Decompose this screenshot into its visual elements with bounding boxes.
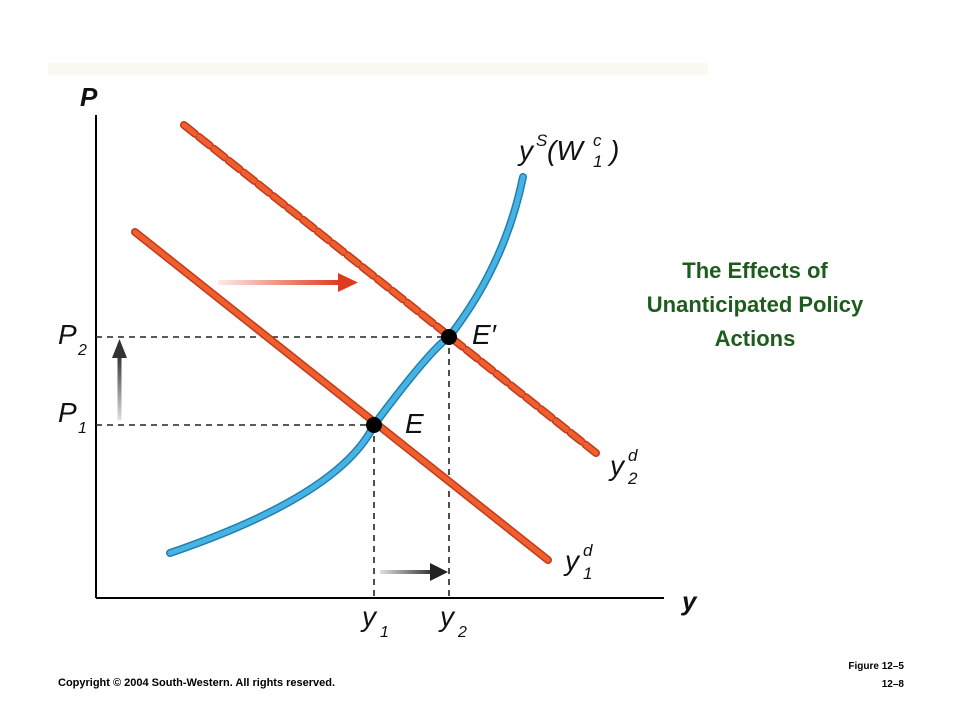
- supply-curve: [167, 174, 526, 556]
- svg-text:2: 2: [627, 469, 638, 488]
- title-line-1: The Effects of: [682, 258, 828, 283]
- figure-number: Figure 12–5: [848, 661, 904, 672]
- svg-text:S: S: [536, 131, 548, 150]
- svg-text:P: P: [58, 397, 77, 428]
- svg-text:y: y: [438, 601, 456, 632]
- supply-label: y S (W c 1 ): [517, 131, 619, 171]
- svg-text:P: P: [58, 319, 77, 350]
- svg-text:d: d: [583, 541, 593, 560]
- svg-text:2: 2: [457, 624, 467, 641]
- svg-text:y: y: [517, 135, 535, 166]
- p1-label: P 1: [58, 397, 87, 437]
- equilibrium-e-prime-point: [441, 329, 457, 345]
- svg-text:1: 1: [583, 564, 592, 583]
- copyright-notice: Copyright © 2004 South-Western. All righ…: [58, 677, 336, 689]
- guide-lines: [96, 336, 450, 598]
- output-rise-arrow: [380, 563, 448, 581]
- svg-text:(W: (W: [547, 135, 585, 166]
- svg-text:1: 1: [593, 152, 602, 171]
- demand-curve-1: [132, 229, 551, 563]
- title-line-3: Actions: [714, 326, 796, 351]
- x-axis-label: y: [680, 586, 698, 616]
- svg-text:c: c: [593, 131, 602, 150]
- svg-text:1: 1: [78, 420, 87, 437]
- top-band: [48, 63, 708, 75]
- figure-reference: Figure 12–5 12–8: [848, 658, 904, 694]
- page-number: 12–8: [881, 679, 904, 690]
- y2-label: y 2: [438, 601, 467, 641]
- demand-curve-2: [181, 122, 599, 456]
- svg-text:y: y: [360, 601, 378, 632]
- svg-text:2: 2: [77, 342, 87, 359]
- title-line-2: Unanticipated Policy: [646, 292, 864, 317]
- demand-shift-arrow: [218, 273, 358, 292]
- slide-title: The Effects of Unanticipated Policy Acti…: [590, 254, 920, 356]
- svg-text:d: d: [628, 446, 638, 465]
- y1-label: y 1: [360, 601, 389, 641]
- p2-label: P 2: [58, 319, 87, 359]
- svg-text:y: y: [608, 450, 626, 481]
- e-prime-label: E′: [472, 319, 498, 350]
- price-rise-arrow: [112, 339, 127, 420]
- demand-2-label: y d 2: [608, 446, 638, 488]
- e-label: E: [405, 408, 424, 439]
- demand-1-label: y d 1: [563, 541, 593, 583]
- svg-text:y: y: [563, 545, 581, 576]
- svg-text:): ): [607, 135, 619, 166]
- equilibrium-e-point: [366, 417, 382, 433]
- y-axis-label: P: [80, 82, 98, 112]
- svg-text:1: 1: [380, 624, 389, 641]
